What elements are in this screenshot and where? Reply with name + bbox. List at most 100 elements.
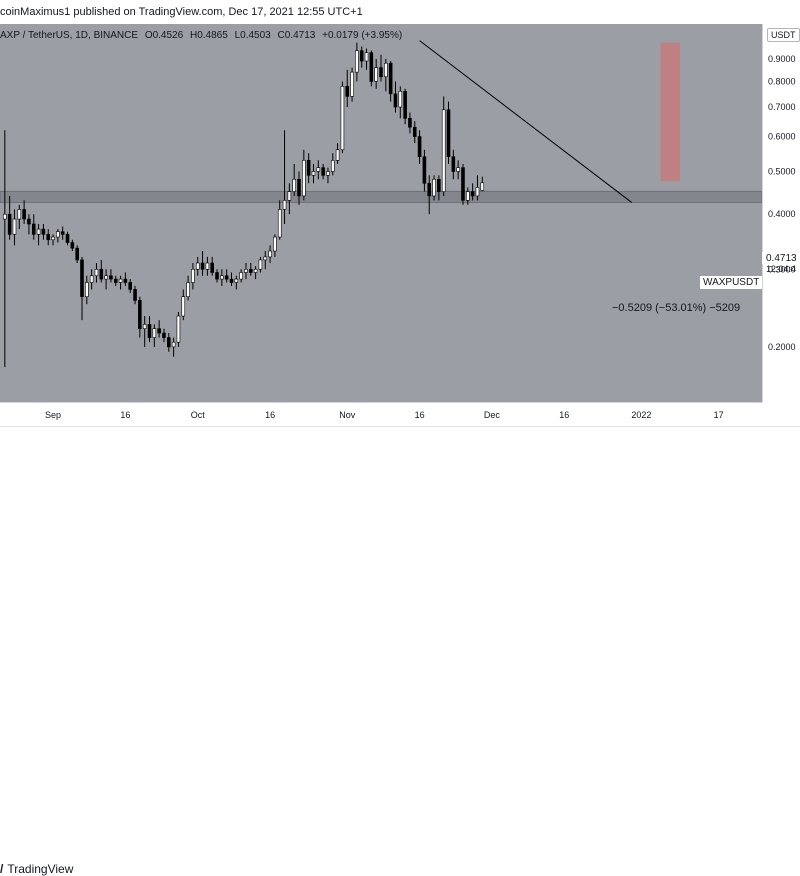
candle-body xyxy=(22,209,26,220)
price-tick-label: 0.9000 xyxy=(768,54,796,64)
candle xyxy=(113,275,118,286)
price-tick-label: 0.3000 xyxy=(768,264,796,274)
candle-body xyxy=(253,268,258,273)
candle xyxy=(253,266,258,280)
candle-body xyxy=(157,328,161,334)
candle-body xyxy=(56,231,60,238)
candle-body xyxy=(446,109,451,158)
currency-badge[interactable]: USDT xyxy=(767,28,800,42)
candle-body xyxy=(186,282,190,297)
candle-body xyxy=(109,275,113,280)
candle xyxy=(311,163,316,184)
candle xyxy=(162,328,166,343)
candle xyxy=(408,112,412,134)
time-tick-label: 17 xyxy=(714,410,724,420)
candle-body xyxy=(60,231,65,235)
resistance-trendline xyxy=(419,40,633,203)
candle xyxy=(359,46,364,68)
legend-high: H0.4865 xyxy=(190,30,228,41)
candle xyxy=(475,175,480,201)
candle xyxy=(152,324,157,347)
candle xyxy=(321,163,325,180)
candle-body xyxy=(200,262,205,270)
legend-low-value: 0.4503 xyxy=(240,30,271,41)
legend-open: O0.4526 xyxy=(145,30,183,41)
candle-body xyxy=(89,275,94,283)
target-zone xyxy=(660,42,681,182)
time-tick-label: Sep xyxy=(45,410,61,420)
candle-body xyxy=(437,178,441,192)
candle xyxy=(142,316,147,347)
candle xyxy=(181,289,186,321)
legend-open-value: 0.4526 xyxy=(152,30,184,41)
candle xyxy=(292,163,296,196)
candle xyxy=(200,251,205,276)
candle xyxy=(46,229,51,246)
candle-body xyxy=(118,278,123,283)
candle xyxy=(244,262,248,280)
candle-body xyxy=(244,268,248,273)
candle-body xyxy=(345,86,350,97)
candle xyxy=(60,226,65,240)
candle xyxy=(171,337,176,357)
candle-body xyxy=(167,337,171,348)
candle xyxy=(176,312,181,347)
candle xyxy=(248,262,253,276)
candle xyxy=(316,160,321,180)
candle-body xyxy=(99,268,104,280)
legend-open-label: O xyxy=(144,30,153,41)
legend-change: +0.0179 (+3.95%) xyxy=(322,30,403,41)
candle xyxy=(70,239,75,252)
candle-body xyxy=(475,187,480,197)
candle-body xyxy=(181,296,186,317)
candle-body xyxy=(456,167,460,172)
candle xyxy=(89,269,94,290)
candle xyxy=(258,256,263,273)
candle-body xyxy=(171,341,176,348)
candle-body xyxy=(220,275,224,280)
candle-body xyxy=(234,278,239,283)
candle-body xyxy=(113,278,118,283)
candle-body xyxy=(133,289,137,301)
brand-name: TradingView xyxy=(7,862,74,876)
candle xyxy=(263,251,268,270)
candle xyxy=(157,320,161,338)
candle-body xyxy=(311,171,316,176)
price-axis[interactable]: 1.00000.90000.80000.70000.60000.50000.40… xyxy=(762,24,800,402)
price-tick-label: 0.5000 xyxy=(768,166,796,176)
candle xyxy=(369,50,374,87)
candle xyxy=(326,167,330,184)
legend-close-value: 0.4713 xyxy=(284,30,316,41)
price-tick-label: 0.4000 xyxy=(768,209,796,219)
candle xyxy=(36,224,41,246)
candle xyxy=(374,58,378,89)
candle-body xyxy=(369,52,374,82)
ohlc-legend: AXP / TetherUS, 1D, BINANCE O0.4526 H0.4… xyxy=(0,30,402,41)
chart-plot-area[interactable]: AXP / TetherUS, 1D, BINANCE O0.4526 H0.4… xyxy=(0,24,763,402)
time-tick-label: 16 xyxy=(120,410,130,420)
candle-body xyxy=(287,191,292,201)
candle-body xyxy=(364,52,369,62)
candle-body xyxy=(94,268,99,277)
candle xyxy=(123,272,128,286)
candle-body xyxy=(229,278,234,283)
tradingview-brand: / TradingView xyxy=(0,862,73,876)
candle-body xyxy=(85,282,89,297)
time-axis[interactable]: Sep 16 Oct 16 Nov 16 Dec 16 2022 17 xyxy=(0,402,762,427)
chart-canvas[interactable] xyxy=(0,24,762,402)
time-tick-label: Nov xyxy=(339,410,356,420)
candle-body xyxy=(17,209,22,220)
candle xyxy=(195,256,200,276)
candle xyxy=(138,296,142,338)
candle xyxy=(273,234,277,257)
time-tick-label: 16 xyxy=(415,410,425,420)
candle xyxy=(220,269,224,286)
candle xyxy=(65,231,70,246)
candle-body xyxy=(451,156,456,172)
candle xyxy=(302,149,306,201)
candle-body xyxy=(408,118,412,128)
time-tick-label: 2022 xyxy=(631,410,651,420)
candle xyxy=(330,153,335,176)
candle xyxy=(437,175,441,201)
candle-body xyxy=(355,50,359,73)
